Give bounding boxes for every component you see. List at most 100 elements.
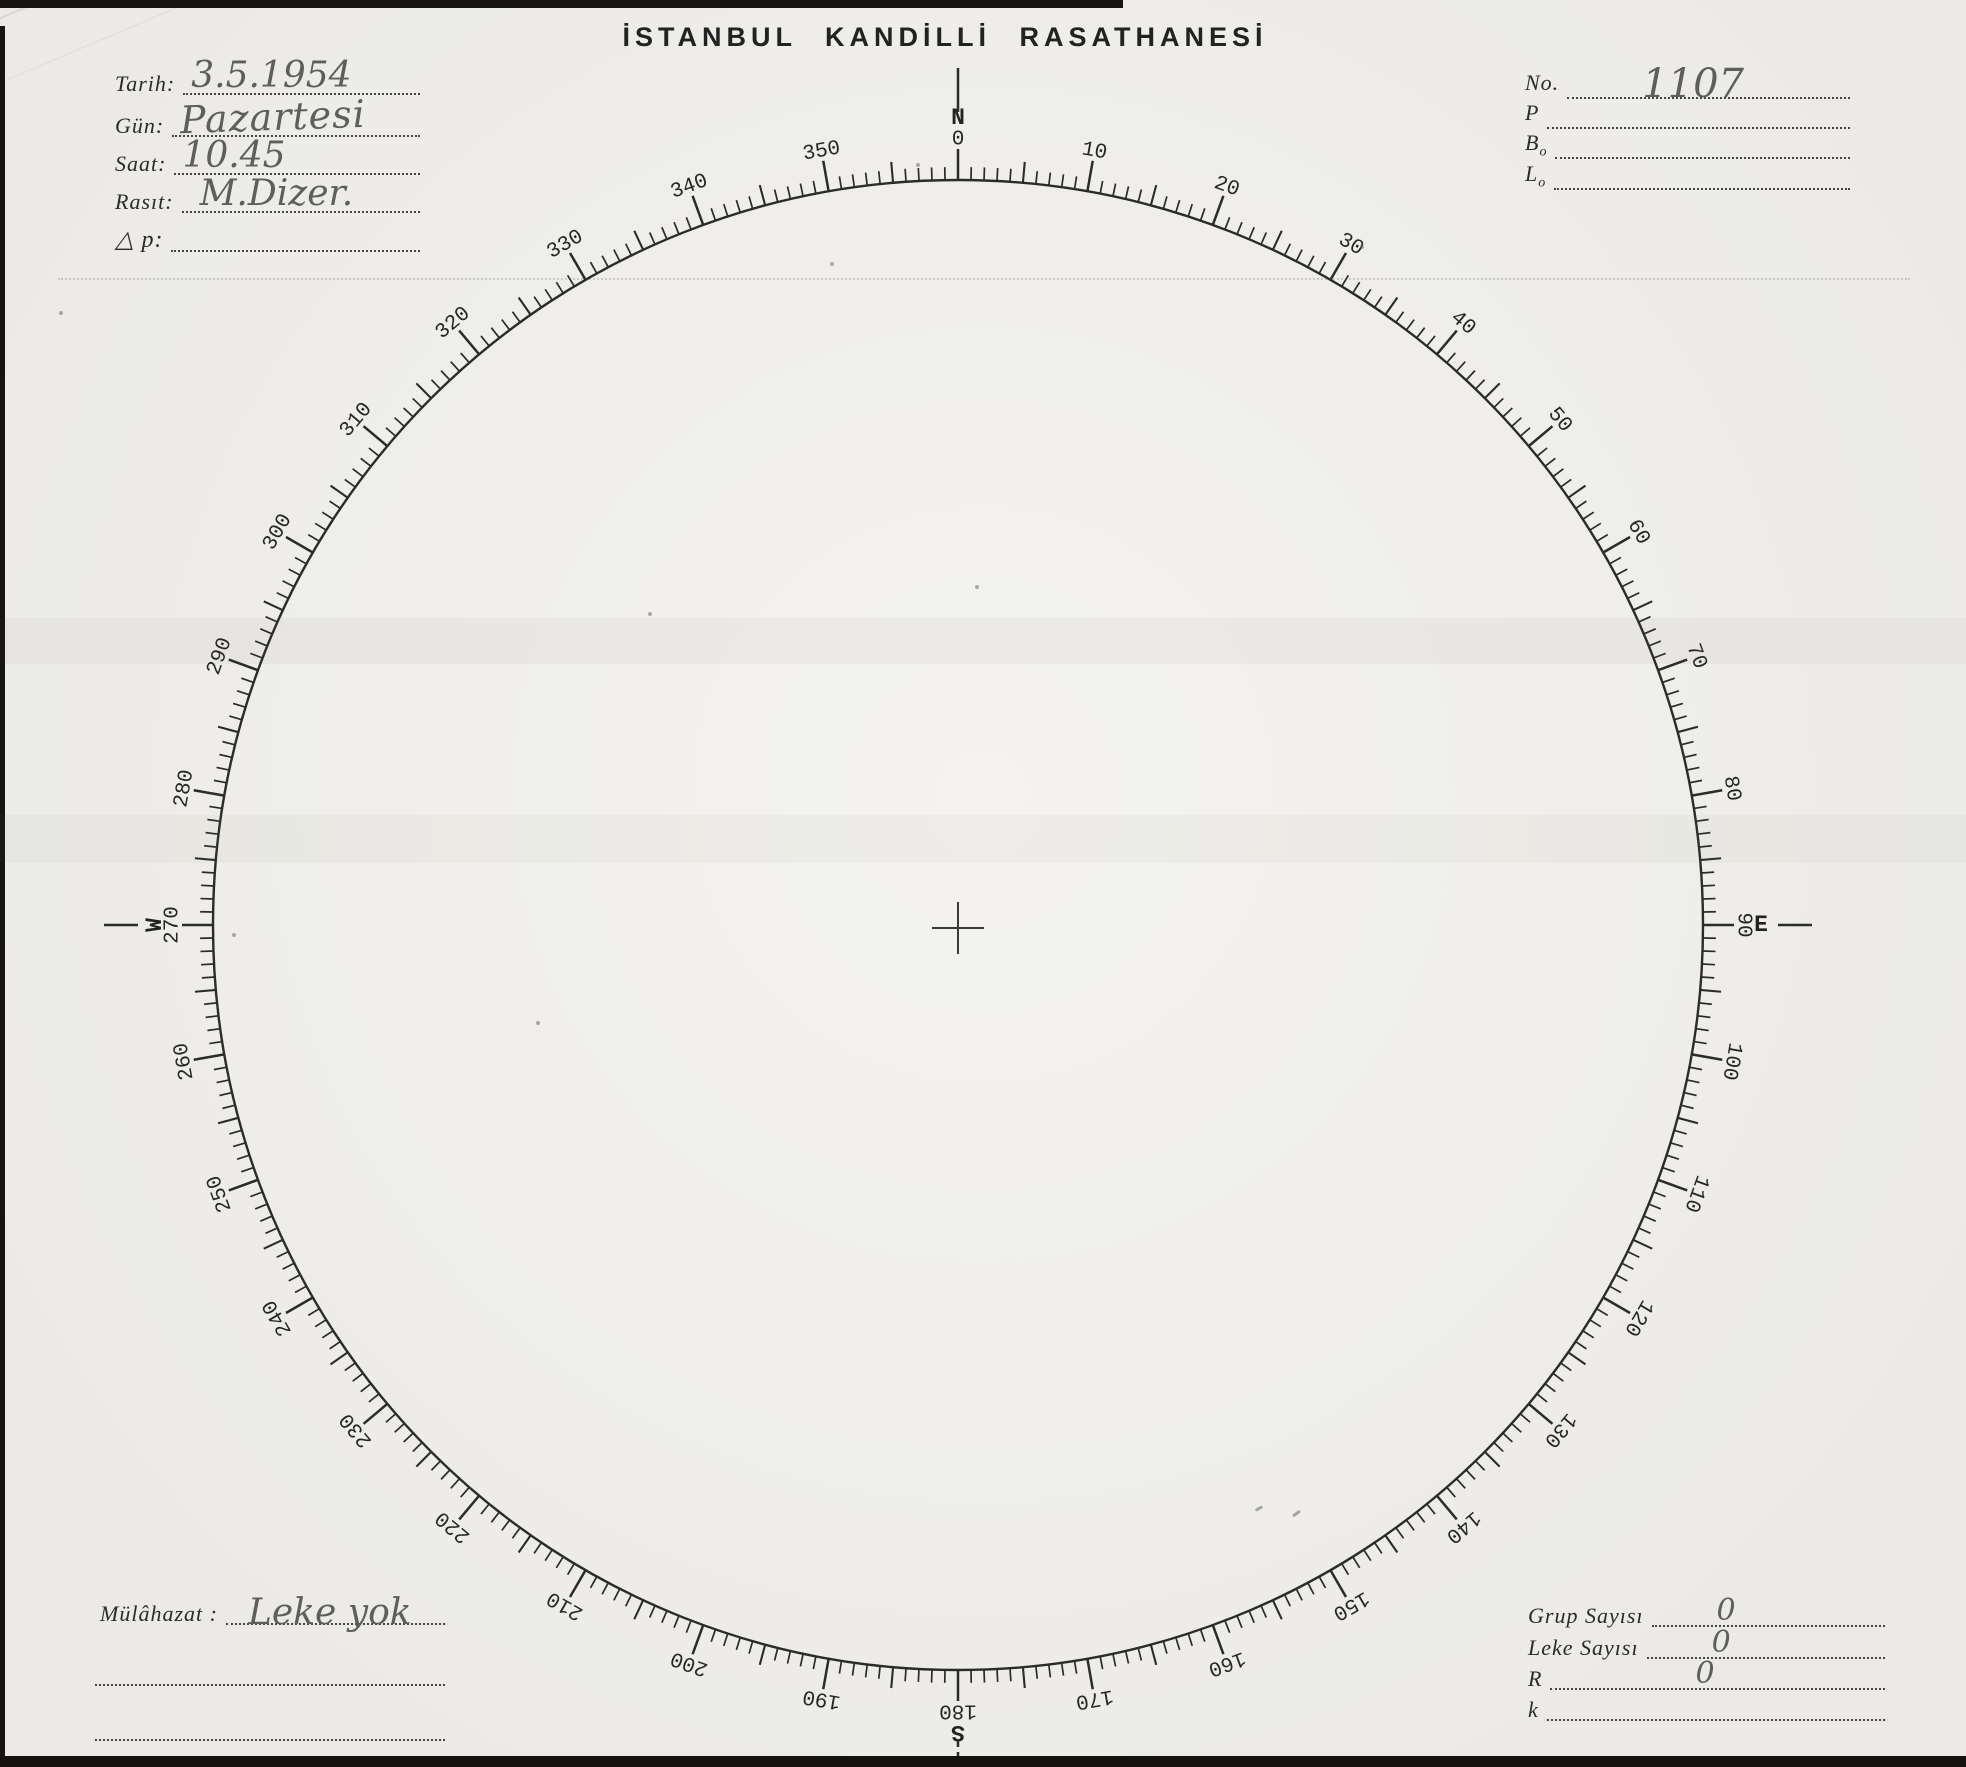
dotted-line: 0: [1550, 1654, 1885, 1690]
degree-label: 300: [259, 510, 298, 554]
degree-label: 260: [170, 1041, 199, 1082]
field-tarih: Tarih: 3.5.1954: [115, 54, 420, 96]
degree-label: 50: [1542, 403, 1576, 437]
degree-label: 210: [543, 1585, 587, 1624]
degree-label: 200: [668, 1645, 711, 1680]
degree-label: 80: [1718, 774, 1745, 803]
field-label: Bo: [1525, 129, 1548, 159]
field-grup-sayisi: Grup Sayısı 0: [1528, 1593, 1885, 1627]
field-rasit: Rasıt: M.Dizer.: [115, 172, 420, 214]
degree-label: 90: [1732, 912, 1755, 937]
field-mulahazat: Mülâhazat : Leke yok: [100, 1589, 445, 1630]
handwritten-day: Pazartesi: [179, 91, 367, 143]
dotted-line: 0: [1646, 1623, 1885, 1660]
dotted-line: Leke yok: [225, 1589, 445, 1630]
dial-compass-letters: N S E W: [142, 105, 1768, 1745]
degree-label: 0: [952, 129, 965, 152]
remarks-extra-line: [95, 1652, 445, 1686]
degree-label: 60: [1622, 516, 1655, 549]
field-label: Leke Sayısı: [1528, 1635, 1639, 1660]
handwritten-time: 10.45: [182, 134, 286, 176]
field-label: Saat:: [115, 151, 167, 176]
degree-label: 190: [801, 1683, 842, 1712]
degree-label: 120: [1618, 1295, 1657, 1339]
field-label: k: [1528, 1697, 1539, 1722]
degree-label: 220: [432, 1505, 476, 1547]
field-delta-p: △ p:: [115, 218, 420, 252]
degree-label: 350: [801, 137, 842, 166]
field-b0: Bo: [1525, 125, 1850, 159]
degree-label: 40: [1446, 307, 1480, 341]
field-gun: Gün: Pazartesi: [115, 92, 420, 142]
degree-label: 270: [162, 906, 185, 944]
dotted-line: 10.45: [174, 134, 420, 176]
field-l0: Lo: [1525, 156, 1850, 190]
dotted-line: Pazartesi: [172, 92, 420, 142]
degree-label: 230: [336, 1408, 378, 1452]
field-label: Gün:: [115, 113, 165, 138]
field-label: Rasıt:: [115, 189, 174, 214]
degree-label: 330: [543, 226, 587, 265]
degree-label: 110: [1678, 1172, 1713, 1215]
page-title: İSTANBUL KANDİLLİ RASATHANESİ: [622, 22, 1268, 52]
handwritten-r-value: 0: [1695, 1656, 1715, 1691]
degree-label: 70: [1681, 641, 1711, 673]
degree-label: 290: [203, 635, 238, 678]
degree-label: 160: [1205, 1645, 1248, 1680]
west-label: W: [142, 918, 168, 932]
field-r: R 0: [1528, 1656, 1885, 1690]
handwritten-date: 3.5.1954: [191, 54, 352, 96]
field-label: R: [1528, 1666, 1543, 1691]
dotted-line: [171, 216, 420, 252]
dotted-line: [1555, 123, 1850, 159]
dotted-line: [1547, 93, 1850, 129]
handwritten-group-count: 0: [1716, 1593, 1736, 1628]
field-leke-sayisi: Leke Sayısı 0: [1528, 1625, 1885, 1659]
field-label: Mülâhazat :: [100, 1601, 218, 1626]
dial-axis-marks: [104, 68, 1812, 1765]
dotted-line: [1546, 1685, 1885, 1721]
field-label: No.: [1525, 69, 1560, 95]
field-k: k: [1528, 1687, 1885, 1721]
degree-label: 140: [1441, 1505, 1485, 1547]
dotted-line: M.Dizer.: [181, 172, 420, 214]
field-label: P: [1525, 99, 1540, 125]
field-label: Lo: [1525, 160, 1547, 190]
dotted-line: 3.5.1954: [183, 54, 420, 96]
center-cross: [932, 902, 984, 954]
dotted-line: [1554, 154, 1850, 190]
degree-label: 180: [939, 1699, 977, 1722]
degree-label: 130: [1538, 1408, 1580, 1452]
degree-label: 20: [1211, 172, 1243, 202]
dial-ticks: [182, 149, 1734, 1701]
handwritten-remarks: Leke yok: [247, 1591, 412, 1633]
dotted-line: [95, 1705, 445, 1741]
field-label: Grup Sayısı: [1528, 1603, 1644, 1628]
dotted-line: [95, 1650, 445, 1686]
field-label: Tarih:: [115, 71, 176, 96]
dotted-line: 1107: [1567, 61, 1850, 107]
degree-label: 30: [1334, 229, 1367, 262]
degree-label: 10: [1080, 138, 1109, 165]
handwritten-observer: M.Dizer.: [199, 172, 354, 214]
handwritten-spot-count: 0: [1711, 1625, 1731, 1660]
degree-label: 240: [259, 1295, 298, 1339]
dotted-line: 0: [1651, 1591, 1885, 1628]
field-no: No. 1107: [1525, 61, 1850, 107]
degree-label: 280: [170, 768, 199, 809]
degree-label: 250: [203, 1172, 238, 1215]
degree-label: 320: [432, 303, 476, 345]
remarks-extra-line: [95, 1707, 445, 1741]
field-p: P: [1525, 95, 1850, 129]
field-saat: Saat: 10.45: [115, 134, 420, 176]
degree-label: 170: [1074, 1683, 1115, 1712]
degree-label: 340: [668, 170, 711, 205]
degree-label: 150: [1328, 1585, 1372, 1624]
handwritten-number: 1107: [1642, 61, 1744, 107]
field-label: △ p:: [115, 227, 164, 253]
degree-label: 100: [1716, 1041, 1745, 1082]
north-label: N: [951, 105, 965, 131]
east-label: E: [1754, 912, 1768, 938]
